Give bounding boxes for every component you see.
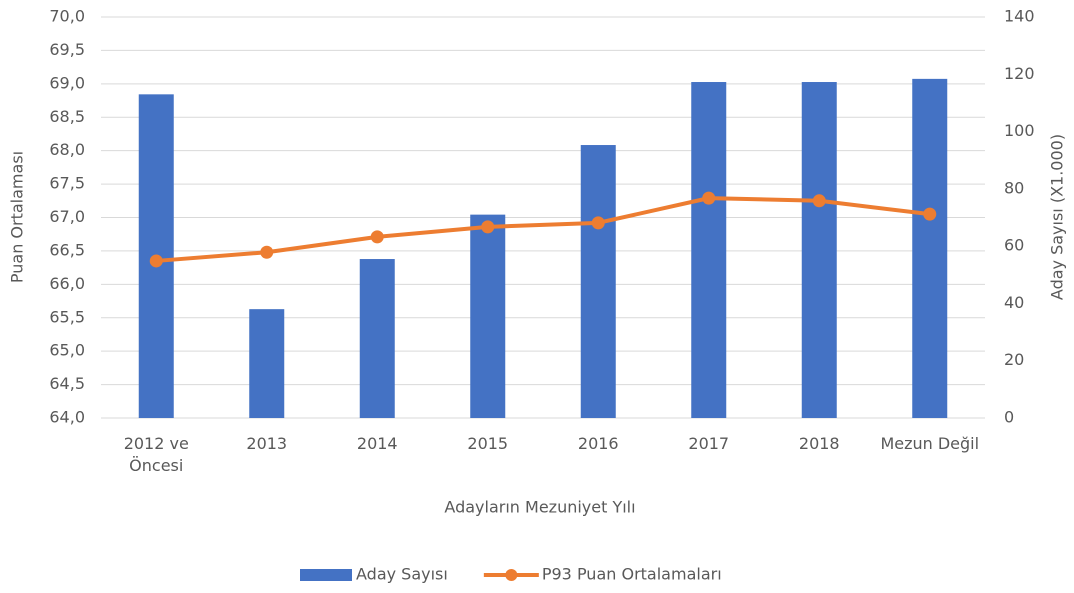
- y2-axis-title: Aday Sayısı (X1.000): [1048, 134, 1067, 300]
- y2-tick-label: 120: [1004, 64, 1035, 83]
- y-tick-label: 65,0: [49, 341, 85, 360]
- y2-tick-label: 0: [1004, 408, 1014, 427]
- x-tick-label: 2012 ve Öncesi: [123, 434, 189, 475]
- line-marker: [260, 245, 274, 259]
- y-tick-label: 67,0: [49, 207, 85, 226]
- legend-swatch-marker: [505, 569, 518, 581]
- y-axis-title: Puan Ortalaması: [8, 151, 27, 283]
- y2-tick-label: 140: [1004, 7, 1035, 26]
- bar: [470, 214, 506, 418]
- legend-label: P93 Puan Ortalamaları: [542, 565, 722, 584]
- legend-label: Aday Sayısı: [356, 565, 448, 584]
- y-tick-label: 65,5: [49, 307, 85, 326]
- bar: [691, 82, 727, 418]
- bar: [580, 145, 616, 418]
- y2-tick-label: 40: [1004, 293, 1024, 312]
- line-marker: [370, 230, 384, 244]
- bar: [249, 309, 285, 418]
- bar: [912, 78, 948, 419]
- line-marker: [923, 207, 937, 221]
- y-tick-label: 68,5: [49, 107, 85, 126]
- line-marker: [702, 191, 716, 205]
- y-tick-label: 64,0: [49, 408, 85, 427]
- y-tick-label: 66,0: [49, 274, 85, 293]
- x-tick-label: 2018: [798, 434, 840, 453]
- x-tick-label: 2017: [688, 434, 730, 453]
- legend-swatch: [300, 569, 352, 581]
- x-tick-label: 2015: [467, 434, 509, 453]
- y-tick-label: 69,0: [49, 73, 85, 92]
- line: [156, 196, 930, 263]
- line-marker: [812, 194, 826, 208]
- bar: [359, 259, 395, 418]
- x-tick-label: 2014: [356, 434, 398, 453]
- x-tick-label: 2013: [246, 434, 288, 453]
- line-marker: [149, 254, 163, 268]
- x-tick-label: 2016: [577, 434, 619, 453]
- bar: [801, 82, 837, 418]
- y-tick-label: 64,5: [49, 374, 85, 393]
- y2-tick-label: 60: [1004, 236, 1024, 255]
- y2-tick-label: 80: [1004, 178, 1024, 197]
- x-axis-title: Adayların Mezuniyet Yılı: [444, 498, 635, 517]
- y-tick-label: 66,5: [49, 240, 85, 259]
- y-tick-label: 70,0: [49, 7, 85, 26]
- line-marker: [591, 216, 605, 230]
- line-marker: [481, 220, 495, 234]
- y-tick-label: 68,0: [49, 140, 85, 159]
- y-tick-label: 67,5: [49, 174, 85, 193]
- x-tick-label: Mezun Değil: [880, 434, 980, 453]
- y2-tick-label: 100: [1004, 121, 1035, 140]
- y-tick-label: 69,5: [49, 40, 85, 59]
- y2-tick-label: 20: [1004, 350, 1024, 369]
